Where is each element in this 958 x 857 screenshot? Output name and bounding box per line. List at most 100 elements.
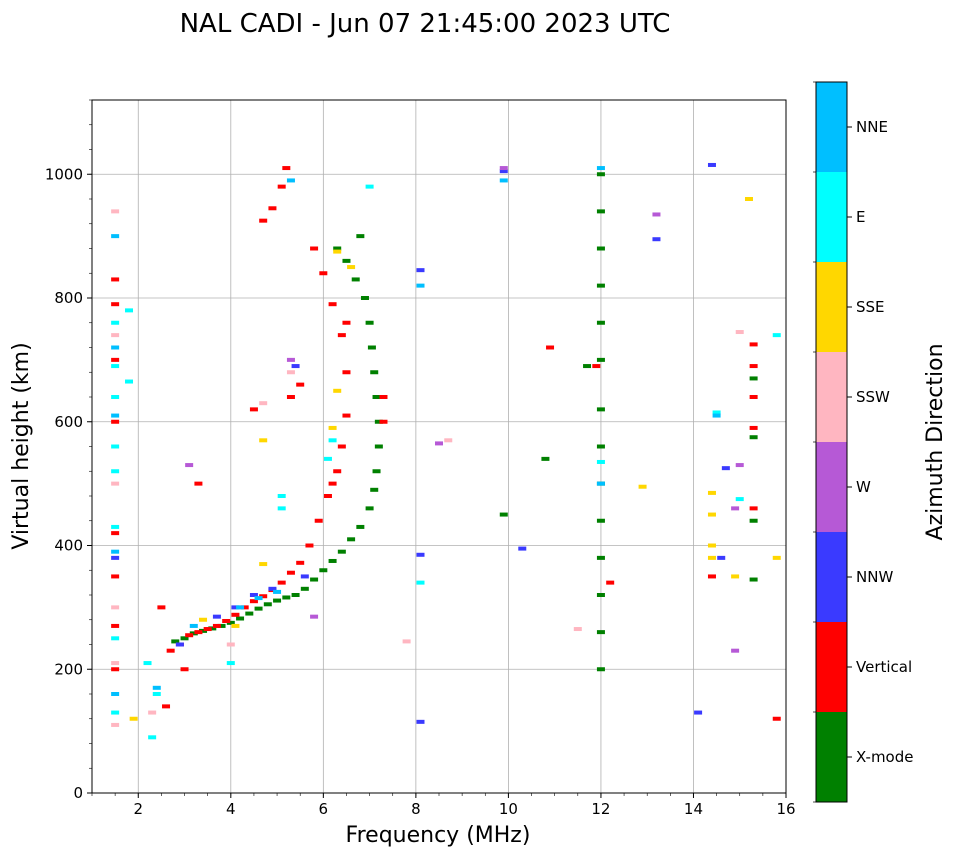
data-point	[323, 456, 332, 461]
data-point	[435, 441, 443, 446]
data-point	[222, 618, 231, 623]
data-point	[212, 614, 221, 619]
data-point	[365, 184, 374, 189]
data-point	[606, 580, 615, 585]
data-point	[111, 524, 120, 529]
data-point	[111, 444, 120, 449]
y-tick-label: 200	[54, 660, 83, 678]
x-tick-label: 14	[684, 800, 703, 818]
data-point	[374, 444, 383, 449]
data-point	[342, 413, 351, 418]
data-point	[596, 444, 605, 449]
data-point	[268, 586, 277, 591]
colorbar-segment	[816, 82, 847, 172]
data-point	[148, 735, 157, 740]
colorbar-segment	[816, 352, 847, 442]
colorbar-label: NNE	[856, 118, 888, 136]
data-point	[416, 580, 425, 585]
data-point	[596, 593, 605, 597]
data-point	[416, 268, 425, 273]
data-point	[342, 320, 351, 325]
data-point	[749, 577, 758, 582]
data-point	[367, 345, 376, 350]
data-point	[259, 218, 268, 223]
series-w	[185, 166, 744, 653]
data-point	[286, 570, 295, 575]
data-point	[166, 648, 175, 653]
data-point	[111, 395, 120, 399]
data-point	[111, 574, 120, 579]
data-point	[277, 580, 286, 585]
data-point	[652, 237, 661, 242]
colorbar-label: W	[856, 478, 871, 496]
data-point	[707, 555, 716, 560]
data-point	[596, 555, 605, 560]
data-point	[342, 370, 351, 375]
data-point	[717, 555, 726, 560]
data-point	[735, 330, 744, 335]
data-point	[351, 277, 360, 282]
data-point	[111, 277, 120, 282]
x-tick-label: 16	[776, 800, 795, 818]
data-point	[277, 494, 286, 498]
data-point	[231, 605, 240, 610]
data-point	[372, 469, 381, 474]
data-point	[111, 531, 120, 536]
data-point	[259, 594, 268, 599]
data-point	[749, 376, 758, 381]
data-point	[583, 364, 592, 369]
data-point	[296, 560, 305, 565]
data-point	[333, 388, 342, 393]
data-point	[342, 258, 351, 263]
data-point	[596, 630, 605, 635]
data-point	[259, 562, 268, 567]
data-point	[111, 710, 120, 715]
data-point	[749, 425, 758, 430]
data-point	[328, 438, 337, 443]
data-point	[712, 413, 721, 418]
data-point	[328, 425, 337, 430]
y-axis-label: Virtual height (km)	[9, 342, 34, 549]
data-point	[749, 435, 758, 440]
data-point	[596, 459, 605, 464]
data-point	[286, 357, 295, 362]
data-point	[152, 692, 161, 696]
data-point	[712, 410, 721, 415]
data-point	[731, 648, 740, 653]
chart-title: NAL CADI - Jun 07 21:45:00 2023 UTC	[180, 9, 671, 39]
colorbar-label: SSE	[856, 298, 885, 316]
data-point	[310, 614, 319, 619]
data-point	[286, 395, 295, 399]
data-point	[277, 506, 286, 511]
data-point	[125, 308, 134, 313]
series-nne	[111, 166, 721, 696]
data-point	[185, 633, 194, 638]
data-point	[162, 704, 171, 709]
data-point	[731, 574, 740, 579]
data-point	[337, 549, 346, 554]
data-point	[111, 661, 120, 666]
colorbar-frame	[815, 81, 848, 803]
data-point	[707, 162, 716, 167]
data-point	[337, 444, 346, 449]
data-point	[416, 719, 425, 724]
data-point	[379, 419, 388, 424]
data-point	[721, 466, 730, 471]
x-tick-label: 10	[499, 800, 518, 818]
data-point	[111, 667, 120, 672]
data-point	[171, 639, 180, 644]
data-point	[199, 628, 208, 633]
data-point	[111, 419, 120, 424]
data-point	[596, 246, 605, 251]
data-point	[310, 246, 319, 251]
y-tick-label: 600	[54, 413, 83, 431]
data-point	[226, 620, 235, 625]
plot-frame	[91, 99, 787, 794]
data-point	[694, 710, 703, 715]
colorbar-segment	[816, 622, 847, 712]
data-point	[573, 627, 582, 632]
data-point	[328, 481, 337, 486]
data-point	[277, 184, 286, 189]
data-point	[541, 456, 550, 461]
data-point	[707, 543, 716, 548]
